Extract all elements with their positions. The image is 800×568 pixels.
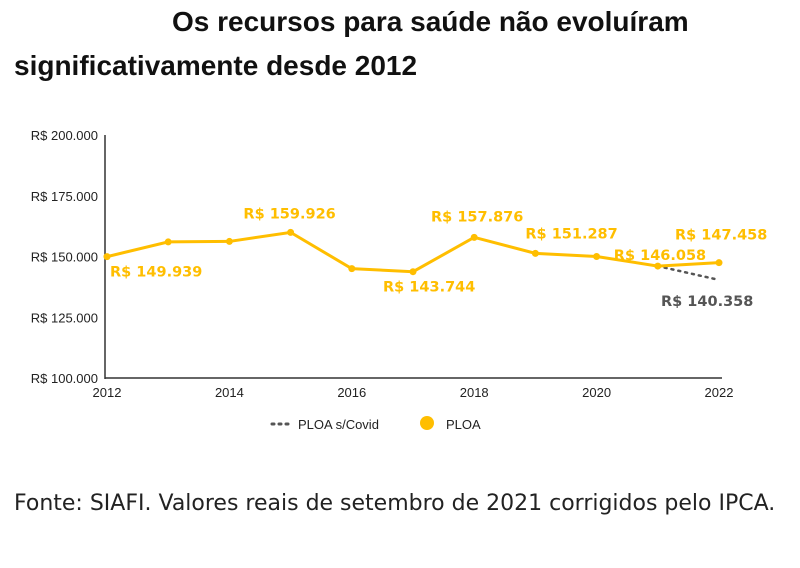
data-point-ploa bbox=[164, 238, 172, 246]
data-label: R$ 157.876 bbox=[431, 209, 523, 225]
x-tick-label: 2022 bbox=[705, 385, 734, 400]
data-point-ploa bbox=[470, 233, 478, 241]
y-tick-label: R$ 125.000 bbox=[31, 310, 98, 325]
data-point-ploa bbox=[593, 253, 601, 260]
data-point-ploa bbox=[348, 265, 356, 273]
x-tick-label: 2020 bbox=[582, 385, 611, 400]
data-point-ploa bbox=[103, 253, 111, 261]
data-label: R$ 143.744 bbox=[383, 280, 475, 296]
data-point-ploa bbox=[531, 249, 539, 257]
chart-title-line2: significativamente desde 2012 bbox=[14, 50, 418, 81]
y-tick-label: R$ 150.000 bbox=[31, 250, 98, 265]
data-point-ploa bbox=[225, 237, 233, 245]
data-label: R$ 151.287 bbox=[525, 226, 617, 242]
y-tick-label: R$ 100.000 bbox=[31, 371, 98, 386]
data-label: R$ 149.939 bbox=[110, 265, 202, 281]
data-label: R$ 147.458 bbox=[675, 228, 767, 244]
y-tick-label: R$ 175.000 bbox=[31, 189, 98, 204]
legend-label-ploa-s-covid: PLOA s/Covid bbox=[298, 417, 379, 432]
y-tick-label: R$ 200.000 bbox=[31, 128, 98, 143]
data-label: R$ 146.058 bbox=[614, 248, 706, 264]
source-footnote: Fonte: SIAFI. Valores reais de setembro … bbox=[14, 491, 776, 516]
data-label: R$ 159.926 bbox=[243, 206, 335, 222]
data-point-ploa bbox=[287, 228, 295, 236]
data-label: R$ 140.358 bbox=[661, 294, 753, 310]
x-tick-label: 2018 bbox=[460, 385, 489, 400]
data-point-ploa bbox=[409, 268, 417, 276]
x-tick-label: 2016 bbox=[337, 385, 366, 400]
legend-marker-ploa bbox=[420, 416, 434, 430]
legend-label-ploa: PLOA bbox=[446, 417, 481, 432]
x-tick-label: 2014 bbox=[215, 385, 244, 400]
chart-title-line1: Os recursos para saúde não evoluíram bbox=[172, 6, 689, 37]
x-tick-label: 2012 bbox=[93, 385, 122, 400]
data-point-ploa bbox=[715, 259, 723, 267]
series-line-ploa-s-covid bbox=[656, 264, 721, 282]
data-point-ploa bbox=[654, 262, 662, 270]
